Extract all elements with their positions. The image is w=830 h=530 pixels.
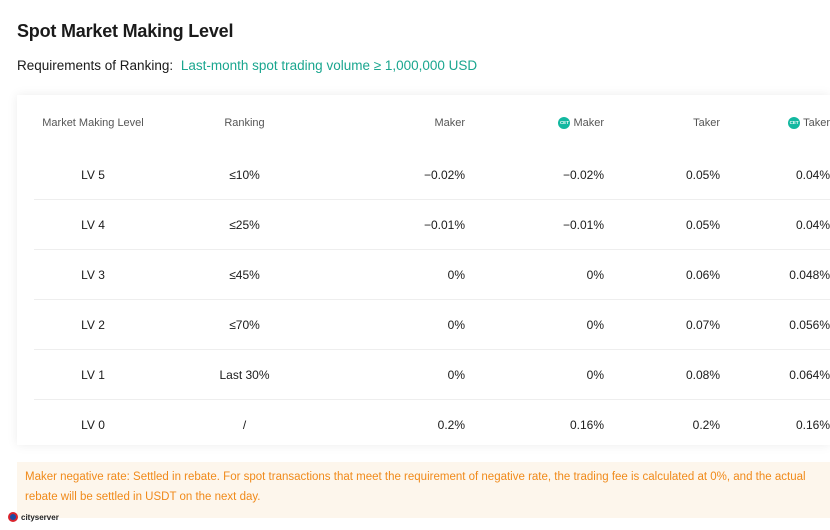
cell-level: LV 0 [81, 418, 105, 432]
cell-ranking: ≤70% [229, 317, 260, 332]
header-cet-taker-wrap: CET Taker [788, 116, 830, 129]
header-maker-label: Maker [434, 116, 465, 129]
cell-maker: −0.02% [337, 168, 467, 182]
cell-taker: 0.05% [607, 218, 722, 232]
cell-cet-maker-value: 0.16% [569, 418, 604, 432]
cell-maker-value: 0% [447, 367, 465, 382]
header-level-label: Market Making Level [42, 116, 144, 129]
table-header-row: Market Making Level Ranking Maker CET Ma… [34, 95, 830, 150]
header-cet-maker: CET Maker [467, 116, 607, 129]
cell-taker: 0.07% [607, 318, 722, 332]
cell-cet-taker-value: 0.04% [795, 167, 830, 182]
cell-maker: 0% [337, 268, 467, 282]
maker-negative-rate-note: Maker negative rate: Settled in rebate. … [17, 462, 830, 518]
cell-maker: −0.01% [337, 218, 467, 232]
cell-cet-maker-value: 0% [586, 317, 604, 332]
cell-cet-taker-value: 0.048% [789, 267, 830, 282]
table-row: LV 2 ≤70% 0% 0% 0.07% 0.056% [34, 300, 830, 350]
cell-cet-taker: 0.064% [722, 368, 830, 382]
cell-cet-maker: −0.01% [467, 218, 607, 232]
cell-cet-maker-value: 0% [586, 267, 604, 282]
header-ranking-label: Ranking [224, 116, 265, 129]
requirements-label: Requirements of Ranking: [17, 58, 174, 73]
cell-ranking: ≤25% [229, 217, 260, 232]
cell-taker-value: 0.2% [692, 418, 720, 432]
cell-ranking: Last 30% [219, 367, 270, 382]
cell-taker: 0.05% [607, 168, 722, 182]
header-cet-maker-wrap: CET Maker [558, 116, 604, 129]
cell-maker-value: −0.02% [423, 167, 465, 182]
cell-cet-taker: 0.048% [722, 268, 830, 282]
ranking-requirements: Requirements of Ranking: Last-month spot… [17, 58, 477, 73]
table-row: LV 3 ≤45% 0% 0% 0.06% 0.048% [34, 250, 830, 300]
cell-level: LV 2 [81, 317, 105, 332]
cell-level: LV 4 [81, 217, 105, 232]
header-ranking: Ranking [152, 117, 337, 129]
cell-cet-taker-value: 0.16% [795, 418, 830, 432]
cell-taker: 0.2% [607, 418, 722, 432]
cell-cet-taker: 0.04% [722, 168, 830, 182]
cell-cet-maker: −0.02% [467, 168, 607, 182]
cell-ranking: ≤10% [229, 167, 260, 182]
cell-cet-maker: 0% [467, 368, 607, 382]
cell-ranking: / [242, 418, 247, 432]
table-row: LV 4 ≤25% −0.01% −0.01% 0.05% 0.04% [34, 200, 830, 250]
watermark-text: cityserver [21, 512, 59, 522]
cell-level: LV 3 [81, 267, 105, 282]
cell-level: LV 1 [81, 367, 105, 382]
market-making-table-card: Market Making Level Ranking Maker CET Ma… [17, 95, 830, 445]
cell-taker-value: 0.05% [685, 217, 720, 232]
cell-cet-taker-value: 0.064% [789, 367, 830, 382]
cell-cet-maker: 0% [467, 268, 607, 282]
cell-cet-taker: 0.16% [722, 418, 830, 432]
cityserver-watermark: cityserver [8, 512, 59, 522]
cell-cet-maker-value: −0.01% [562, 217, 604, 232]
cell-level: LV 5 [81, 167, 105, 182]
cell-maker: 0% [337, 368, 467, 382]
header-taker-label: Taker [693, 116, 720, 129]
header-level: Market Making Level [34, 117, 152, 129]
cell-maker: 0% [337, 318, 467, 332]
cet-coin-icon: CET [788, 116, 801, 129]
requirements-value: Last-month spot trading volume ≥ 1,000,0… [180, 58, 478, 73]
cell-maker: 0.2% [337, 418, 467, 432]
cet-coin-icon: CET [558, 116, 571, 129]
header-taker: Taker [607, 117, 722, 129]
header-cet-taker: CET Taker [722, 116, 830, 129]
cell-taker-value: 0.08% [685, 367, 720, 382]
cell-cet-taker: 0.04% [722, 218, 830, 232]
cell-taker-value: 0.05% [685, 167, 720, 182]
header-maker: Maker [337, 117, 467, 129]
market-making-table: Market Making Level Ranking Maker CET Ma… [34, 95, 830, 450]
cell-taker: 0.06% [607, 268, 722, 282]
cell-maker-value: 0% [447, 317, 465, 332]
cell-taker: 0.08% [607, 368, 722, 382]
cell-cet-maker: 0% [467, 318, 607, 332]
header-cet-taker-label: Taker [803, 116, 830, 129]
cell-taker-value: 0.06% [685, 267, 720, 282]
cell-maker-value: −0.01% [423, 217, 465, 232]
cell-cet-maker-value: 0% [586, 367, 604, 382]
table-row: LV 0 / 0.2% 0.16% 0.2% 0.16% [34, 400, 830, 450]
cell-cet-taker-value: 0.04% [795, 217, 830, 232]
header-cet-maker-label: Maker [573, 116, 604, 129]
cell-maker-value: 0.2% [437, 418, 465, 432]
table-row: LV 1 Last 30% 0% 0% 0.08% 0.064% [34, 350, 830, 400]
cell-taker-value: 0.07% [685, 317, 720, 332]
cityserver-logo-icon [8, 512, 18, 522]
page-title: Spot Market Making Level [17, 21, 234, 41]
cell-ranking: ≤45% [229, 267, 260, 282]
cell-cet-maker: 0.16% [467, 418, 607, 432]
cell-maker-value: 0% [447, 267, 465, 282]
cell-cet-taker-value: 0.056% [789, 317, 830, 332]
table-row: LV 5 ≤10% −0.02% −0.02% 0.05% 0.04% [34, 150, 830, 200]
cell-cet-maker-value: −0.02% [562, 167, 604, 182]
cell-cet-taker: 0.056% [722, 318, 830, 332]
